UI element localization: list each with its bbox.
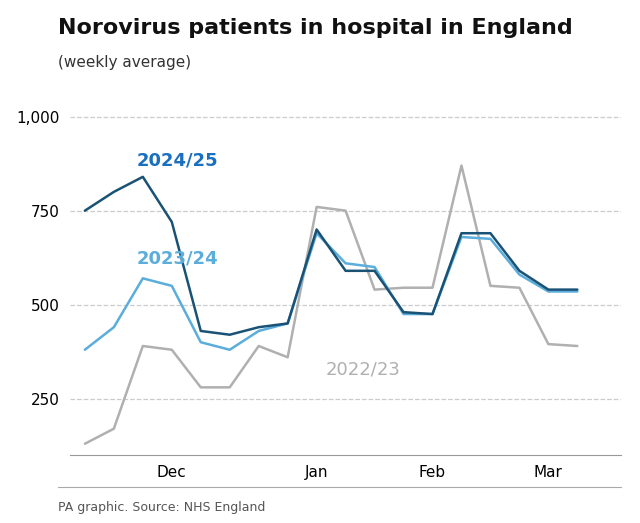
Text: 2023/24: 2023/24 bbox=[137, 249, 219, 267]
Text: PA graphic. Source: NHS England: PA graphic. Source: NHS England bbox=[58, 501, 265, 514]
Text: 2022/23: 2022/23 bbox=[325, 360, 400, 378]
Text: Norovirus patients in hospital in England: Norovirus patients in hospital in Englan… bbox=[58, 18, 572, 38]
Text: 2024/25: 2024/25 bbox=[137, 152, 219, 169]
Text: (weekly average): (weekly average) bbox=[58, 55, 191, 70]
